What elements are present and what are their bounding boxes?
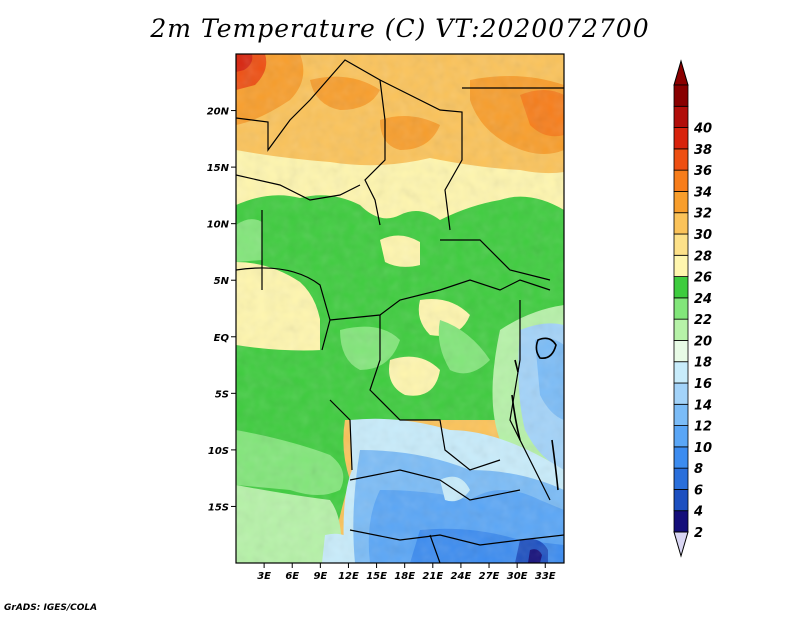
lon-tick-label: 6E (285, 571, 299, 582)
country-borders (236, 59, 564, 563)
temperature-field (236, 54, 564, 563)
lon-tick-label: 18E (394, 571, 415, 582)
colorbar-swatch (673, 169, 689, 192)
colorbar-swatch (673, 297, 689, 320)
map-frame (235, 53, 565, 564)
colorbar-swatch (673, 127, 689, 150)
colorbar-level-label: 8 (694, 462, 703, 477)
lon-tick-label: 12E (338, 571, 359, 582)
colorbar-swatch (673, 340, 689, 363)
colorbar-swatch (673, 254, 689, 277)
lon-tick-label: 15E (366, 571, 387, 582)
lat-tick-label: 15N (207, 163, 230, 174)
colorbar-swatch (673, 148, 689, 171)
lon-tick-label: 27E (479, 571, 500, 582)
lon-tick-label: 21E (422, 571, 443, 582)
lon-tick-label: 30E (507, 571, 528, 582)
lon-tick-label: 33E (535, 571, 556, 582)
latitude-axis: 20N 15N 10N 5N EQ 5S 10S 15S (207, 107, 236, 513)
colorbar-level-label: 20 (694, 334, 712, 349)
colorbar-level-label: 14 (694, 398, 712, 413)
colorbar-swatch (673, 467, 689, 490)
lat-tick-label: 10N (207, 220, 230, 231)
colorbar-swatch (673, 489, 689, 512)
colorbar-level-label: 22 (694, 313, 712, 328)
colorbar-level-label: 24 (694, 292, 712, 307)
colorbar-swatch (673, 105, 689, 128)
lat-tick-label: EQ (214, 333, 230, 344)
lon-tick-label: 3E (257, 571, 271, 582)
colorbar-swatch (673, 403, 689, 426)
colorbar-level-label: 30 (694, 228, 712, 243)
colorbar-swatch (673, 84, 689, 107)
colorbar-swatch (673, 212, 689, 235)
colorbar-level-label: 16 (694, 377, 712, 392)
lat-tick-label: 5S (215, 389, 229, 400)
colorbar-level-label: 2 (694, 526, 703, 541)
colorbar-swatch (673, 446, 689, 469)
colorbar-swatch (673, 276, 689, 299)
colorbar-swatch (673, 318, 689, 341)
lat-tick-label: 15S (208, 502, 229, 513)
colorbar-level-label: 4 (693, 505, 703, 520)
lat-tick-label: 20N (207, 107, 230, 118)
colorbar-swatch (673, 425, 689, 448)
colorbar-level-label: 12 (694, 420, 712, 435)
colorbar-level-label: 34 (694, 185, 712, 200)
colorbar-level-label: 40 (693, 122, 712, 137)
colorbar-swatch (673, 510, 689, 533)
lat-tick-label: 10S (208, 446, 229, 457)
lake-outlines (511, 337, 559, 491)
colorbar-level-label: 18 (694, 356, 712, 371)
colorbar-over-arrow (673, 59, 689, 86)
colorbar-level-label: 38 (694, 143, 712, 158)
colorbar-level-label: 36 (694, 164, 712, 179)
colorbar-level-label: 26 (694, 271, 712, 286)
lon-tick-label: 9E (313, 571, 327, 582)
footer-credit: GrADS: IGES/COLA (4, 603, 98, 613)
colorbar-level-label: 28 (694, 249, 712, 264)
colorbar-swatch (673, 382, 689, 405)
lon-tick-label: 24E (451, 571, 472, 582)
colorbar-under-arrow (673, 531, 689, 558)
colorbar-level-label: 6 (694, 483, 703, 498)
map-title: 2m Temperature (C) VT:2020072700 (150, 14, 650, 43)
longitude-axis: 3E 6E 9E 12E 15E 18E 21E 24E 27E 30E 33E (257, 563, 556, 582)
colorbar-swatch (673, 191, 689, 214)
lat-tick-label: 5N (214, 276, 230, 287)
colorbar-level-label: 32 (694, 207, 712, 222)
colorbar-level-label: 10 (694, 441, 712, 456)
colorbar-swatch (673, 233, 689, 256)
colorbar-swatch (673, 361, 689, 384)
